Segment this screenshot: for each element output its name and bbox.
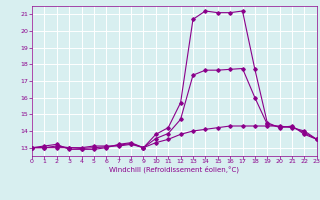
X-axis label: Windchill (Refroidissement éolien,°C): Windchill (Refroidissement éolien,°C) <box>109 166 239 173</box>
